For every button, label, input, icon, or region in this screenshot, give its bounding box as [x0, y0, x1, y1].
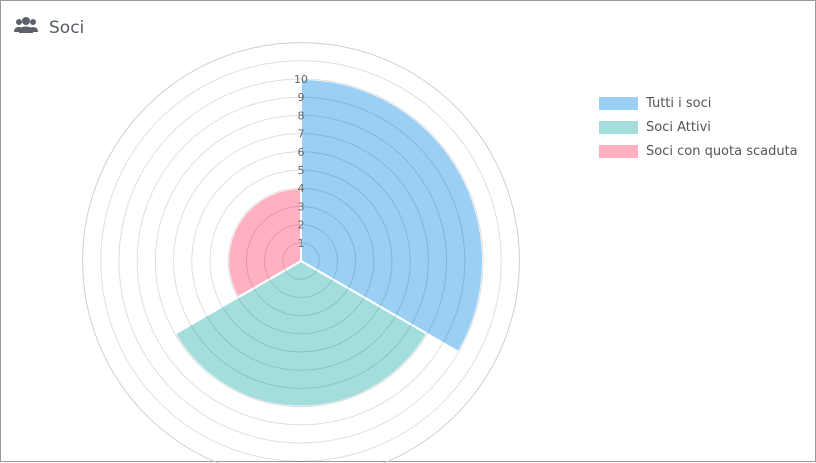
- grid-ring: [227, 187, 375, 335]
- r-tick-label: 8: [298, 109, 305, 122]
- grid-ring: [173, 133, 429, 389]
- r-tick-label: 9: [298, 91, 305, 104]
- legend-label: Soci con quota scaduta: [646, 143, 798, 159]
- polar-segment[interactable]: [300, 77, 484, 354]
- grid-ring: [118, 78, 484, 444]
- grid-ring: [136, 96, 466, 426]
- panel-title: Soci: [49, 18, 85, 38]
- grid-ring: [191, 151, 411, 371]
- grid-ring: [209, 169, 393, 353]
- grid-ring: [282, 242, 320, 280]
- polar-segment[interactable]: [173, 259, 429, 408]
- grid-ring: [100, 60, 502, 462]
- r-tick-label: 2: [298, 219, 305, 232]
- legend-swatch: [599, 96, 638, 110]
- legend-label: Tutti i soci: [646, 95, 712, 111]
- grid-ring: [154, 114, 448, 408]
- polar-segment[interactable]: [227, 187, 302, 299]
- r-tick-label: 4: [298, 182, 305, 195]
- panel-header: Soci: [13, 17, 84, 39]
- r-tick-label: 10: [294, 73, 308, 86]
- r-tick-label: 3: [298, 200, 305, 213]
- legend-swatch: [599, 144, 638, 158]
- grid-ring: [264, 224, 338, 298]
- r-tick-label: 5: [298, 164, 305, 177]
- legend-item-soci-con-quota-scaduta[interactable]: Soci con quota scaduta: [599, 139, 798, 163]
- grid-ring: [245, 205, 357, 317]
- r-tick-label: 7: [298, 128, 305, 141]
- r-tick-label: 1: [298, 237, 305, 250]
- legend-item-soci-attivi[interactable]: Soci Attivi: [599, 115, 798, 139]
- users-icon: [13, 17, 39, 39]
- r-tick-label: 6: [298, 146, 305, 159]
- legend-swatch: [599, 120, 638, 134]
- chart-legend: Tutti i soci Soci Attivi Soci con quota …: [599, 91, 798, 163]
- grid-ring: [82, 42, 520, 463]
- legend-item-tutti-i-soci[interactable]: Tutti i soci: [599, 91, 798, 115]
- legend-label: Soci Attivi: [646, 119, 711, 135]
